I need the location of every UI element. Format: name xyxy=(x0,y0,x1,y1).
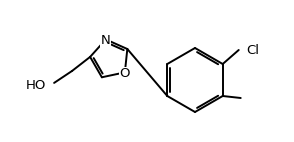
Text: N: N xyxy=(101,35,111,47)
Text: O: O xyxy=(120,67,130,80)
Text: Cl: Cl xyxy=(247,44,260,57)
Text: HO: HO xyxy=(26,79,46,92)
